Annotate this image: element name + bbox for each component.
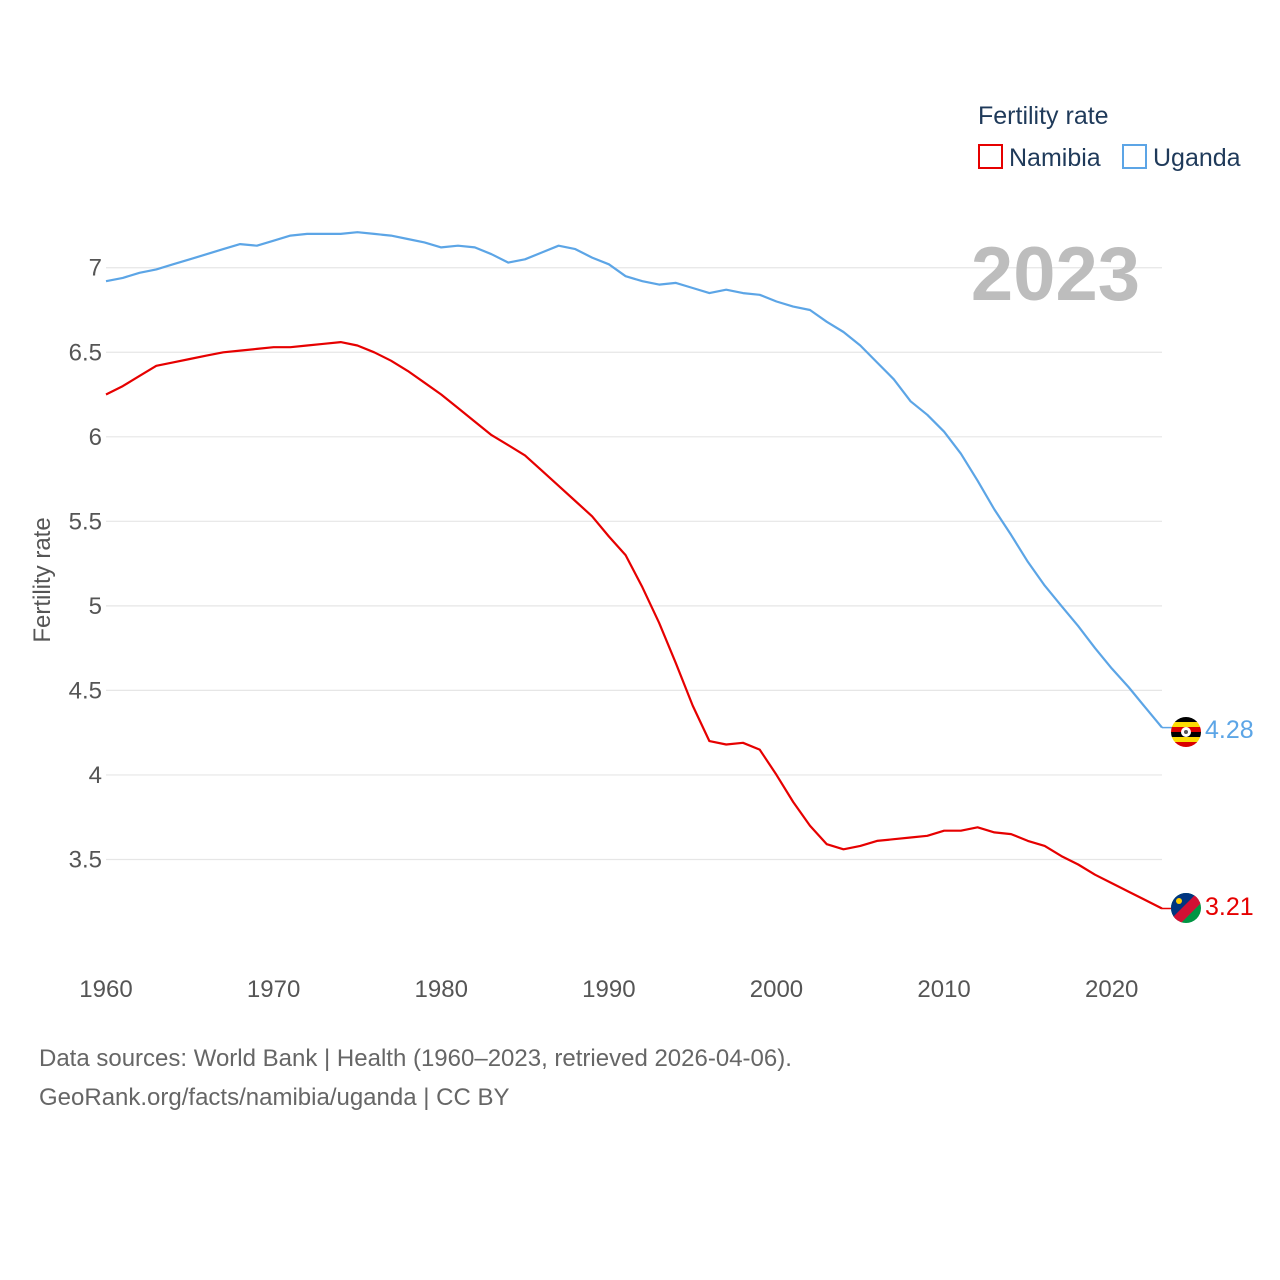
x-tick-label: 1980 (415, 976, 468, 1003)
y-tick-label: 7 (89, 255, 102, 282)
legend-swatch-uganda[interactable] (1122, 144, 1147, 169)
end-label-uganda: 4.28 (1205, 716, 1254, 744)
credit-note: GeoRank.org/facts/namibia/uganda | CC BY (39, 1084, 510, 1111)
y-tick-label: 4.5 (69, 677, 102, 704)
data-source-note: Data sources: World Bank | Health (1960–… (39, 1045, 792, 1072)
series-line-uganda[interactable] (105, 231, 1163, 729)
y-tick-label: 6 (89, 424, 102, 451)
legend-label-uganda[interactable]: Uganda (1153, 144, 1241, 172)
x-tick-label: 1990 (582, 976, 635, 1003)
namibia-flag-icon (1171, 893, 1201, 923)
x-tick-label: 1960 (79, 976, 132, 1003)
x-tick-label: 1970 (247, 976, 300, 1003)
series-lines (105, 231, 1172, 910)
y-tick-label: 5 (89, 593, 102, 620)
y-tick-label: 4 (89, 762, 102, 789)
legend: Fertility rate Namibia Uganda (978, 102, 1241, 172)
gridlines (106, 267, 1162, 861)
legend-swatch-namibia[interactable] (978, 144, 1003, 169)
x-tick-label: 2020 (1085, 976, 1138, 1003)
x-tick-label: 2010 (917, 976, 970, 1003)
y-axis-title: Fertility rate (29, 517, 56, 642)
y-tick-label: 6.5 (69, 339, 102, 366)
x-axis-ticks: 1960 1970 1980 1990 2000 2010 2020 (79, 976, 1138, 1003)
y-tick-label: 5.5 (69, 508, 102, 535)
y-tick-label: 3.5 (69, 846, 102, 873)
end-label-namibia: 3.21 (1205, 893, 1254, 921)
year-label: 2023 (971, 232, 1140, 317)
series-line-namibia[interactable] (105, 341, 1163, 910)
uganda-flag-icon (1171, 717, 1201, 747)
legend-title: Fertility rate (978, 102, 1109, 130)
y-axis-ticks: 3.5 4 4.5 5 5.5 6 6.5 7 (69, 255, 102, 874)
legend-label-namibia[interactable]: Namibia (1009, 144, 1101, 172)
x-tick-label: 2000 (750, 976, 803, 1003)
